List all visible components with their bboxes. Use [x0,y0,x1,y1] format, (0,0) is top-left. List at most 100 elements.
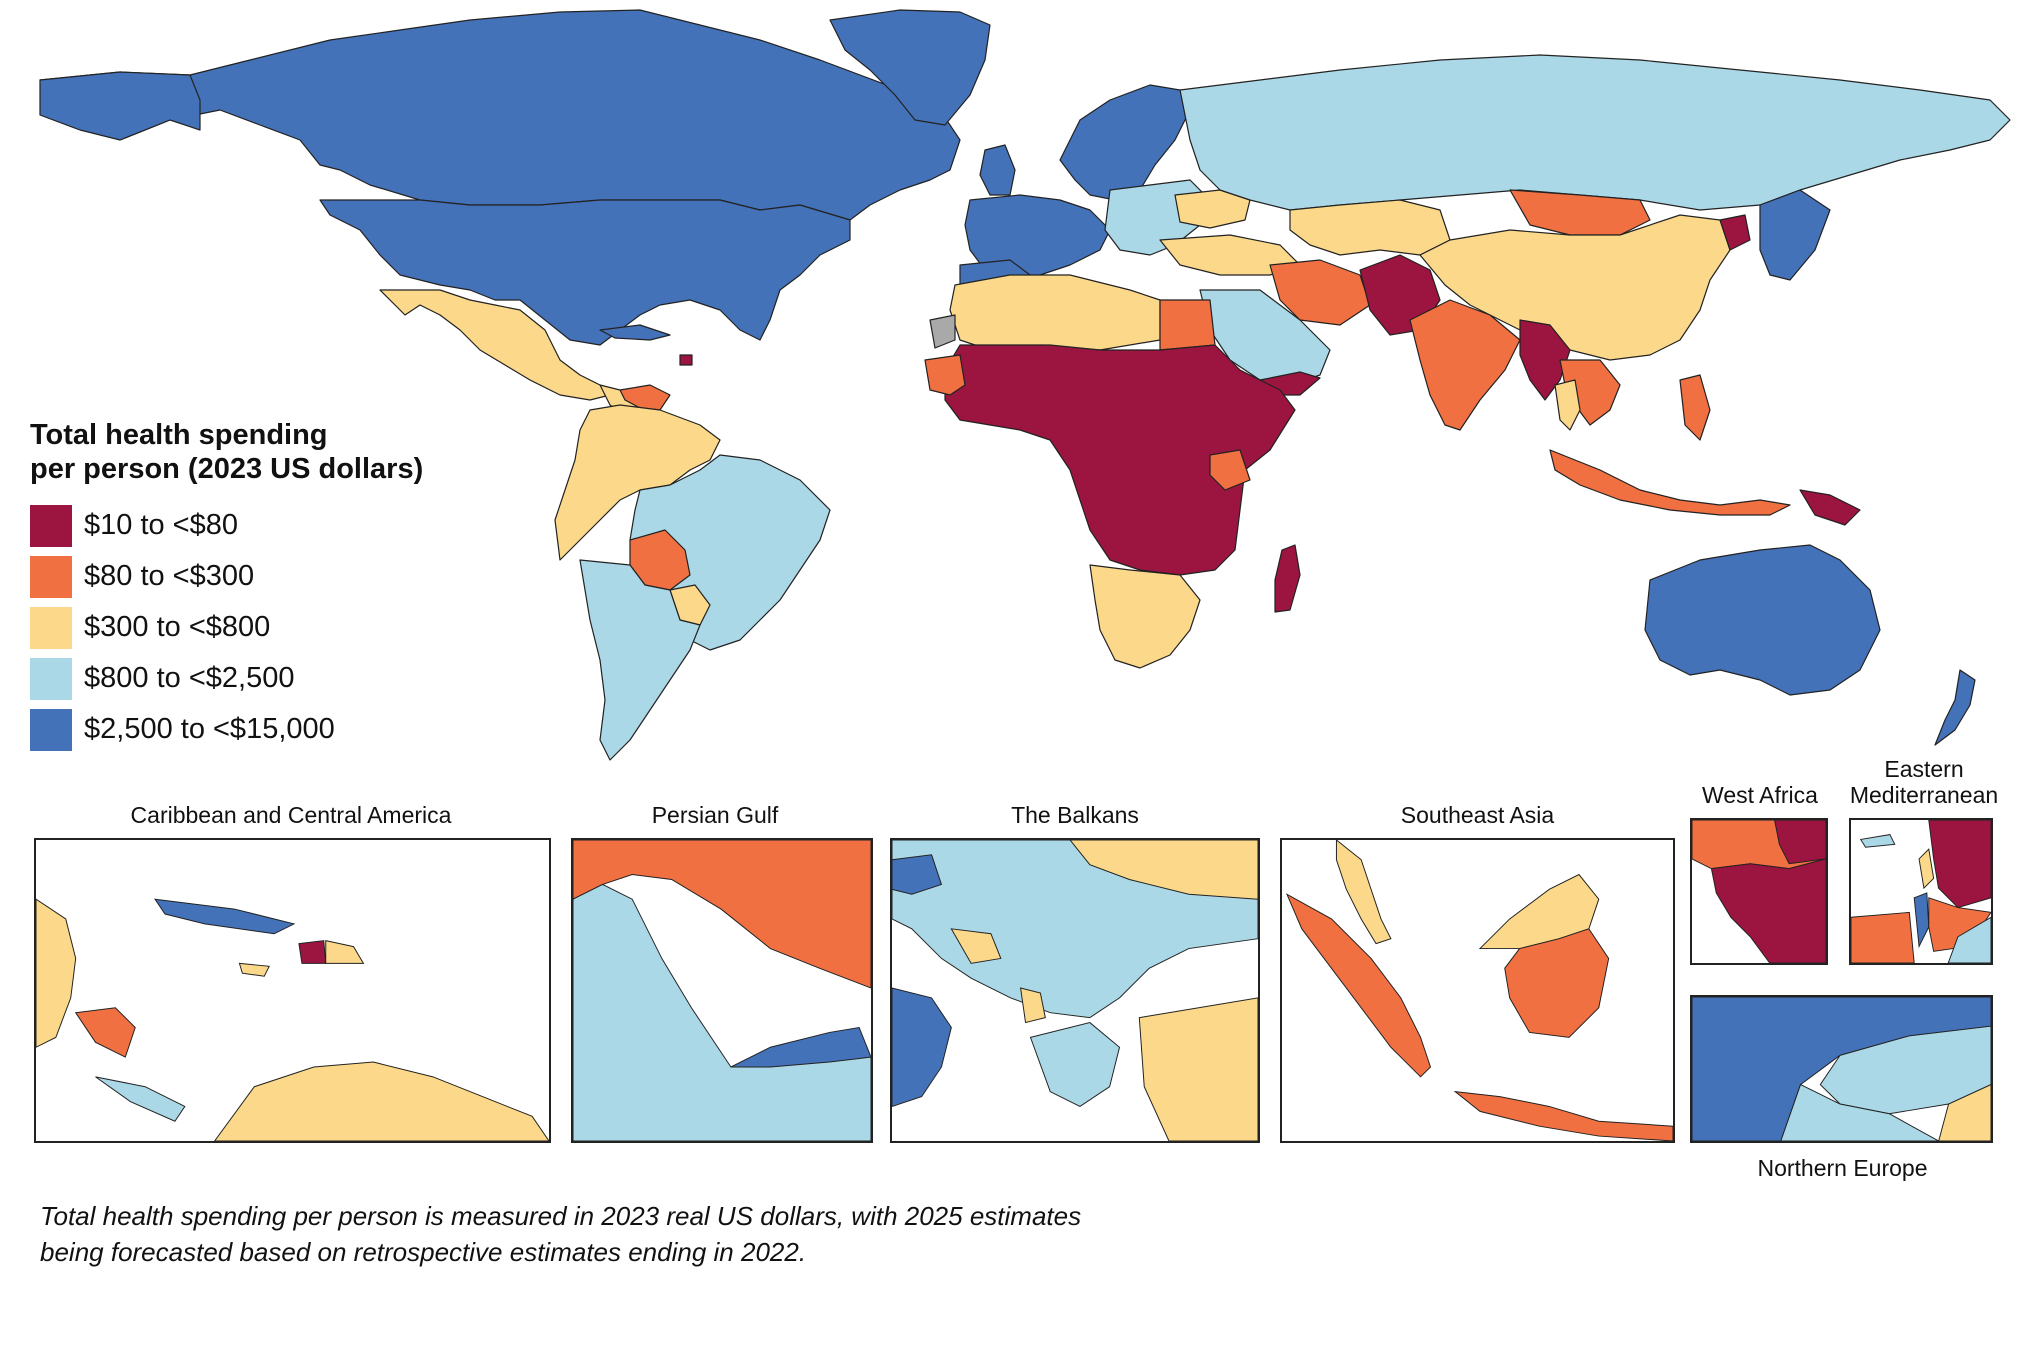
inset-title-eastern-med-line1: Eastern [1884,756,1964,782]
region-haiti [679,354,693,366]
legend-label: $2,500 to <$15,000 [84,713,335,745]
legend-items: $10 to <$80 $80 to <$300 $300 to <$800 $800… [30,500,423,755]
inset-gulf-uae-oman [730,1026,871,1068]
region-southern-africa [1089,564,1201,669]
region-papua-new-guinea [1799,489,1861,526]
region-south-america-north [554,404,721,561]
inset-title-west-africa: West Africa [1702,782,1818,808]
inset-title-eastern-med: Eastern Mediterranean [1844,756,2004,808]
inset-caribbean-honduras [74,1007,136,1058]
legend-title: Total health spending per person (2023 U… [30,418,423,486]
inset-caribbean-cuba [154,898,296,935]
legend-title-line2: per person (2023 US dollars) [30,453,424,485]
inset-balkans [890,838,1260,1143]
region-philippines [1679,374,1711,441]
region-west-africa-coast [924,354,966,396]
inset-caribbean-south [213,1061,549,1141]
inset-west-africa [1690,818,1828,965]
inset-west-africa-mali [1774,820,1826,865]
inset-balkans-albania-kosovo [1020,987,1046,1024]
region-china [1419,214,1731,361]
footnote-line2: being forecasted based on retrospective … [40,1237,807,1267]
inset-northern-europe-ukraine [1938,1084,1991,1141]
inset-sea-java [1453,1090,1673,1141]
inset-eastern-med-saudi [1947,916,1991,963]
inset-eastern-med-syria [1928,820,1991,909]
region-kenya [1209,449,1251,491]
inset-eastern-med-lebanon [1918,848,1935,890]
region-india [1409,299,1521,431]
region-sahel-central-africa [944,344,1296,576]
region-scandinavia [1059,84,1191,201]
inset-title-balkans: The Balkans [1011,802,1139,828]
region-kazakhstan [1289,199,1451,256]
inset-southeast-asia [1280,838,1675,1143]
region-alaska [39,71,201,141]
inset-title-persian-gulf: Persian Gulf [651,802,779,828]
footnote-line1: Total health spending per person is meas… [40,1201,1082,1231]
region-cuba [599,324,671,341]
inset-eastern-med-egypt [1851,911,1915,963]
inset-caribbean-haiti [298,940,327,964]
inset-title-northern-europe: Northern Europe [1757,1155,1928,1181]
inset-eastern-med [1849,818,1993,965]
world-map [39,9,2011,761]
inset-title-eastern-med-line2: Mediterranean [1849,782,1999,808]
legend-label: $300 to <$800 [84,611,271,643]
legend-item: $10 to <$80 [30,500,423,551]
inset-caribbean-dominican [325,940,365,964]
inset-balkans-slovenia-croatia [892,854,943,895]
region-greenland [829,9,991,126]
legend-item: $300 to <$800 [30,602,423,653]
legend-item: $800 to <$2,500 [30,653,423,704]
region-western-sahara [929,314,956,349]
inset-title-southeast-asia: Southeast Asia [1400,802,1555,828]
inset-caribbean-jamaica [238,962,270,977]
inset-sea-malaysia [1335,840,1392,945]
inset-balkans-greece [1029,1022,1121,1108]
region-new-zealand [1934,669,1976,746]
legend-swatch [30,606,72,649]
legend-label: $10 to <$80 [84,509,239,541]
inset-balkans-turkey [1138,997,1258,1141]
region-korea-japan [1759,189,1831,281]
inset-caribbean-mexico [36,898,77,1048]
region-western-europe [964,194,1111,281]
region-uk [979,144,1016,196]
region-thailand [1554,379,1581,431]
footnote: Total health spending per person is meas… [40,1198,1340,1270]
inset-northern-europe-central [1780,1083,1940,1141]
inset-balkans-bosnia [950,928,1002,964]
inset-caribbean [34,838,551,1143]
inset-sea-borneo-indonesia [1504,928,1610,1038]
legend-item: $2,500 to <$15,000 [30,704,423,755]
region-iran [1269,259,1371,326]
legend-swatch [30,708,72,751]
inset-west-africa-interior [1710,858,1826,963]
legend-item: $80 to <$300 [30,551,423,602]
inset-balkans-ukraine-moldova [1069,840,1258,900]
region-egypt [1159,299,1216,351]
region-madagascar [1274,544,1301,613]
region-mexico [379,289,611,401]
region-myanmar [1519,319,1571,401]
region-north-africa [949,274,1161,351]
legend-label: $80 to <$300 [84,560,255,592]
region-north-korea [1719,214,1751,251]
inset-sea-sumatra [1285,893,1432,1078]
region-indonesia [1549,449,1791,516]
region-southern-cone [579,559,701,761]
region-mongolia [1509,189,1651,236]
region-australia [1644,544,1881,696]
inset-caribbean-central [95,1076,186,1122]
legend-swatch [30,657,72,700]
legend-swatch [30,504,72,547]
legend: Total health spending per person (2023 U… [30,418,423,755]
inset-persian-gulf [571,838,873,1143]
legend-label: $800 to <$2,500 [84,662,295,694]
inset-northern-europe [1690,995,1993,1143]
inset-balkans-italy [892,987,952,1107]
region-russia [1179,54,2011,211]
region-usa [319,199,851,346]
legend-title-line1: Total health spending [30,419,328,451]
